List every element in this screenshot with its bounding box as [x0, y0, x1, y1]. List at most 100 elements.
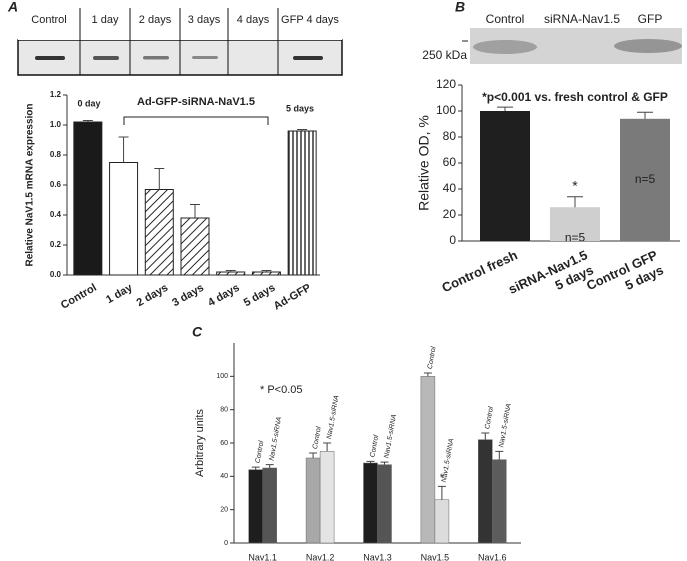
y-tick-label: 1.2 — [50, 90, 62, 99]
gel-lane-label: 3 days — [188, 14, 221, 26]
y-tick-label: 40 — [443, 181, 457, 195]
x-tick-label: Nav1.5 — [421, 552, 450, 561]
marker-label: 250 kDa — [422, 48, 467, 62]
annotation: * P<0.05 — [260, 384, 303, 396]
gel-lane-label: siRNA-Nav1.5 — [544, 12, 620, 26]
bar — [420, 376, 436, 544]
annotation: 5 days — [286, 103, 314, 113]
y-tick-label: 100 — [436, 103, 456, 117]
series-label: Control — [369, 434, 380, 458]
y-tick-label: 0.4 — [50, 210, 62, 219]
gel-lane-label: Control — [31, 14, 66, 26]
bar — [262, 467, 277, 544]
bar — [180, 217, 210, 276]
gel-a — [17, 8, 343, 76]
series-label: Control — [484, 406, 495, 430]
y-tick-label: 20 — [220, 507, 228, 514]
error-bar — [251, 466, 260, 470]
series-label: Control — [255, 440, 266, 464]
error-bar — [82, 120, 93, 122]
x-tick-label: 2 days — [135, 282, 171, 310]
annotation: *p<0.001 vs. fresh control & GFP — [482, 90, 668, 104]
series-label: Control — [427, 346, 438, 370]
error-bar — [265, 464, 274, 468]
y-tick-label: 0.2 — [50, 240, 62, 249]
error-bar — [495, 450, 504, 460]
annotation: Ad-GFP-siRNA-NaV1.5 — [137, 96, 255, 108]
bar — [492, 459, 507, 544]
gel-lane-label: 1 day — [92, 14, 119, 26]
y-tick-label: 20 — [443, 207, 457, 221]
y-tick-label: 0.0 — [50, 270, 62, 279]
bar-label: n=5 — [495, 168, 516, 182]
error-bar — [437, 485, 446, 500]
bar — [434, 499, 450, 544]
x-tick-label: 5 days — [242, 282, 278, 310]
y-axis-label: Relative OD, % — [416, 115, 432, 211]
bar — [550, 207, 600, 241]
gel-lane-label: Control — [486, 12, 525, 26]
x-tick-label: Control — [59, 282, 99, 312]
gel-lane-label: GFP 4 days — [281, 14, 339, 26]
panel-letter: A — [7, 0, 18, 15]
x-tick-label: Nav1.6 — [478, 552, 507, 561]
bar — [480, 111, 530, 241]
error-bar — [225, 270, 236, 272]
series-label: Nav1.5-siRNA — [326, 394, 341, 439]
error-bar — [497, 106, 513, 111]
gel-lane-label: 2 days — [139, 14, 172, 26]
bar — [109, 162, 139, 276]
bar — [363, 462, 378, 544]
y-tick-label: 80 — [220, 407, 228, 414]
error-bar — [567, 196, 583, 208]
panel-letter: B — [455, 0, 465, 15]
error-bar — [190, 204, 200, 218]
significance-mark: * — [572, 178, 578, 194]
bar — [216, 271, 246, 276]
y-tick-label: 60 — [220, 440, 228, 447]
x-tick-label: 3 days — [170, 282, 206, 310]
y-tick-label: 60 — [443, 155, 457, 169]
bracket — [123, 116, 269, 125]
y-tick-label: 1.0 — [50, 120, 62, 129]
y-tick-label: 40 — [220, 473, 228, 480]
x-tick-label: Ad-GFP — [272, 282, 313, 313]
y-tick-label: 0.6 — [50, 180, 62, 189]
error-bar — [297, 129, 308, 131]
annotation: 0 day — [77, 98, 100, 108]
bar — [478, 439, 493, 544]
bar — [287, 130, 317, 276]
x-tick-label: Nav1.2 — [306, 552, 335, 561]
x-tick-label: Nav1.3 — [363, 552, 392, 561]
bar — [73, 121, 103, 276]
y-tick-label: 0 — [449, 233, 456, 247]
y-axis-label: Relative NaV1.5 mRNA expression — [25, 103, 36, 266]
error-bar — [309, 452, 318, 458]
y-tick-label: 0 — [224, 540, 228, 547]
panel-letter: C — [192, 324, 203, 340]
bar — [305, 457, 321, 544]
gel-lane-label: 4 days — [237, 14, 270, 26]
y-tick-label: 120 — [436, 77, 456, 91]
bar — [144, 189, 174, 276]
error-bar — [118, 136, 129, 163]
series-label: Nav1.5-siRNA — [498, 403, 513, 448]
x-tick-label: Nav1.1 — [248, 552, 277, 561]
bar — [377, 464, 392, 544]
y-axis-label: Arbitrary units — [194, 409, 206, 477]
x-tick-label: 4 days — [206, 282, 242, 310]
gel-lane-label: GFP — [638, 12, 663, 26]
error-bar — [380, 461, 389, 465]
bar — [620, 118, 670, 241]
bar-label: n=5 — [565, 230, 586, 244]
error-bar — [323, 442, 332, 452]
y-tick-label: 80 — [443, 129, 457, 143]
bar — [248, 469, 263, 544]
series-label: Control — [312, 426, 323, 450]
error-bar — [423, 372, 432, 377]
error-bar — [366, 460, 375, 463]
bar — [319, 451, 335, 544]
gel-b — [462, 28, 682, 64]
bar-label: n=5 — [635, 172, 656, 186]
